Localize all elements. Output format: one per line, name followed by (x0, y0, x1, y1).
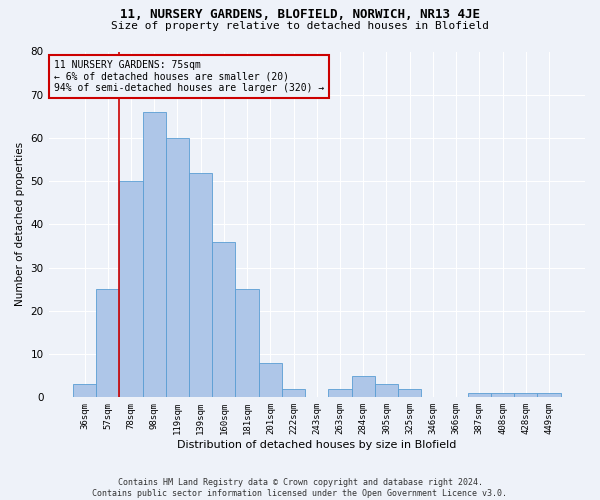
Text: Size of property relative to detached houses in Blofield: Size of property relative to detached ho… (111, 21, 489, 31)
Bar (514, 393, 538, 398)
Bar (398, 388, 421, 398)
Text: Contains HM Land Registry data © Crown copyright and database right 2024.
Contai: Contains HM Land Registry data © Crown c… (92, 478, 508, 498)
Bar (491, 393, 514, 398)
Bar (73, 384, 96, 398)
Y-axis label: Number of detached properties: Number of detached properties (15, 142, 25, 306)
Bar (96, 290, 119, 398)
Bar (538, 393, 560, 398)
Bar (375, 384, 398, 398)
Bar (282, 388, 305, 398)
Bar (212, 242, 235, 398)
Text: 11 NURSERY GARDENS: 75sqm
← 6% of detached houses are smaller (20)
94% of semi-d: 11 NURSERY GARDENS: 75sqm ← 6% of detach… (54, 60, 324, 94)
Bar (235, 290, 259, 398)
Bar (189, 172, 212, 398)
Bar (166, 138, 189, 398)
Bar (352, 376, 375, 398)
Bar (328, 388, 352, 398)
Bar (143, 112, 166, 398)
Bar (259, 362, 282, 398)
Bar (468, 393, 491, 398)
Text: 11, NURSERY GARDENS, BLOFIELD, NORWICH, NR13 4JE: 11, NURSERY GARDENS, BLOFIELD, NORWICH, … (120, 8, 480, 20)
Bar (119, 181, 143, 398)
X-axis label: Distribution of detached houses by size in Blofield: Distribution of detached houses by size … (177, 440, 457, 450)
